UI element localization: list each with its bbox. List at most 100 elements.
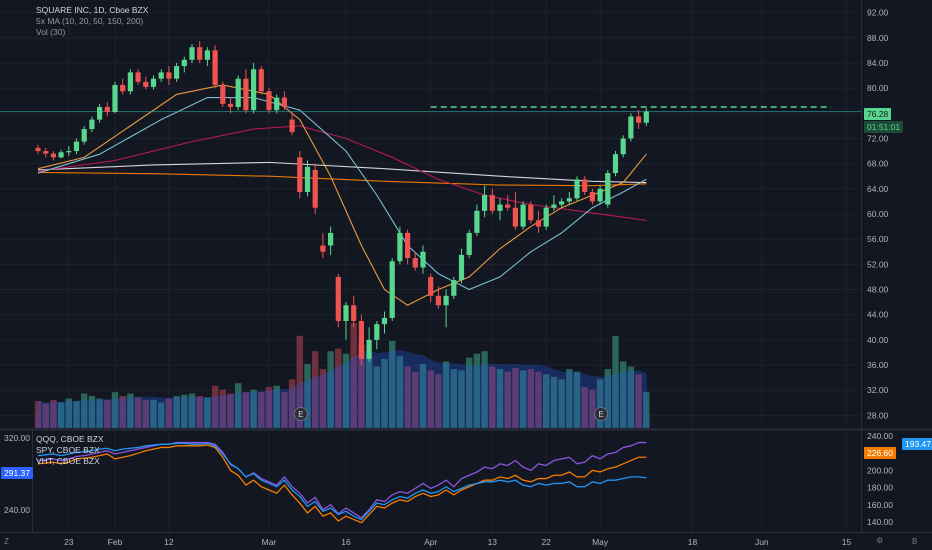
last-price-tag: 76.28	[864, 108, 892, 120]
moving-average-ma150	[37, 161, 647, 184]
volume-bar	[635, 374, 642, 428]
lower-legend: QQQ, CBOE BZX SPY, CBOE BZX VHT, CBOE BZ…	[36, 434, 104, 467]
volume-bar	[134, 397, 142, 428]
volume-bar	[550, 376, 558, 428]
candle-body	[574, 179, 580, 199]
candle-body	[43, 151, 49, 154]
legend-spy: SPY, CBOE BZX	[36, 445, 100, 455]
volume-bar	[489, 366, 496, 428]
legend-qqq: QQQ, CBOE BZX	[36, 434, 104, 444]
countdown-tag: 01:51:01	[864, 121, 904, 133]
candle-body	[158, 72, 164, 79]
volume-bar	[34, 401, 42, 428]
candle-body	[143, 81, 149, 87]
volume-bar	[288, 379, 296, 428]
volume-bar	[204, 397, 211, 428]
volume-bar	[57, 402, 65, 428]
volume-legend: Vol (30)	[36, 27, 66, 37]
volume-bar	[535, 371, 542, 428]
candle-body	[474, 210, 480, 233]
volume-bar	[427, 370, 434, 428]
volume-bar	[273, 385, 280, 428]
candle-body	[582, 179, 588, 192]
gear-icon[interactable]: ⚙	[876, 536, 884, 545]
lower-right-axis-label: 160.00	[867, 500, 893, 510]
volume-bar	[312, 351, 319, 428]
earnings-marker: E	[293, 407, 308, 421]
volume-bar	[235, 383, 242, 428]
candle-body	[551, 204, 557, 208]
volume-bar	[419, 364, 427, 428]
volume-bar	[304, 364, 311, 428]
candle-body	[104, 107, 110, 113]
candle-body	[543, 207, 549, 227]
volume-bar	[142, 399, 149, 428]
earnings-marker-circle	[293, 407, 308, 421]
volume-bar	[342, 353, 350, 428]
candle-body	[81, 129, 87, 142]
candle-body	[328, 232, 334, 246]
volume-bar	[350, 323, 357, 428]
price-axis-label: 56.00	[867, 234, 889, 244]
moving-average-ma50	[37, 125, 647, 221]
volume-bar	[227, 393, 234, 428]
candle-body	[297, 157, 303, 192]
volume-bar	[396, 356, 404, 428]
volume-bar	[435, 374, 442, 428]
comparison-line-vht	[37, 442, 647, 521]
legend-vht: VHT, CBOE BZX	[36, 456, 100, 466]
candle-body	[428, 276, 434, 296]
volume-bar	[373, 366, 380, 428]
volume-bar	[65, 398, 72, 428]
volume-bar	[496, 369, 504, 428]
candle-body	[482, 195, 488, 211]
volume-bar	[327, 351, 334, 428]
candle-body	[150, 78, 157, 87]
lower-right-axis-label: 140.00	[867, 517, 893, 527]
candle-body	[605, 173, 611, 205]
volume-ma-area	[35, 349, 650, 428]
volume-bar	[581, 387, 588, 428]
candle-body	[50, 153, 56, 158]
volume-bar	[404, 366, 411, 428]
volume-bar	[450, 369, 457, 428]
lower-right-axis-label: 200.00	[867, 465, 893, 475]
candle-body	[58, 152, 64, 158]
time-axis-label: 16	[341, 537, 351, 547]
price-axis-label: 84.00	[867, 58, 889, 68]
volume-bar	[319, 369, 327, 428]
volume-bar	[181, 394, 188, 428]
earnings-marker-circle	[594, 407, 608, 421]
zoom-button[interactable]: Z	[4, 537, 9, 546]
candle-body	[597, 188, 603, 202]
volume-bar	[504, 371, 511, 428]
candle-body	[489, 195, 495, 211]
price-axis-label: 80.00	[867, 83, 889, 93]
candle-body	[520, 204, 526, 227]
scale-toggle-button[interactable]: B	[912, 537, 918, 546]
lower-right-axis-label: 240.00	[867, 431, 893, 441]
volume-bar	[281, 392, 288, 428]
time-axis-label: 12	[164, 537, 174, 547]
moving-average-ma10	[37, 84, 647, 306]
candle-body	[127, 72, 133, 92]
volume-bar	[473, 353, 481, 428]
candle-body	[243, 78, 249, 111]
volume-bar	[111, 392, 119, 428]
candle-body	[304, 166, 311, 192]
chart-legend: SQUARE INC, 1D, Cboe BZX 5x MA (10, 20, …	[36, 5, 148, 38]
price-axis-label: 32.00	[867, 385, 889, 395]
candle-body	[289, 119, 295, 133]
candle-body	[166, 72, 172, 79]
candle-body	[73, 141, 80, 152]
candle-body	[174, 66, 180, 79]
volume-bar	[150, 399, 157, 428]
volume-bar	[219, 389, 226, 428]
spy-price-tag: 226.60	[864, 447, 896, 459]
time-axis-label: 22	[541, 537, 551, 547]
volume-bar	[620, 361, 627, 428]
volume-bar	[381, 358, 388, 428]
volume-bar	[188, 393, 196, 428]
candle-body	[212, 50, 218, 85]
